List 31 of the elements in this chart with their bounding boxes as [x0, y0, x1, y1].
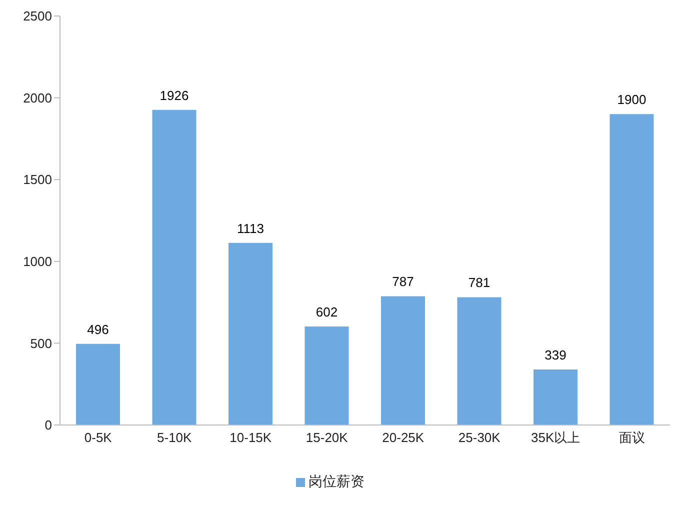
legend-label: 岗位薪资 [308, 473, 364, 489]
bar [152, 110, 196, 425]
bar [228, 242, 272, 425]
data-label: 787 [392, 274, 414, 290]
x-tick-label: 5-10K [157, 430, 192, 446]
x-tick-label: 面议 [618, 430, 645, 446]
y-tick-label: 0 [44, 418, 52, 433]
data-label: 339 [544, 348, 566, 363]
bar [381, 296, 425, 425]
data-label: 602 [316, 304, 338, 320]
bar [610, 114, 654, 425]
bar [304, 326, 349, 425]
x-tick-label: 25-30K [458, 430, 501, 446]
bar [534, 370, 578, 425]
data-label: 1926 [160, 88, 189, 103]
x-tick-label: 35K以上 [531, 430, 580, 446]
x-tick-label: 15-20K [306, 430, 348, 446]
y-tick-label: 2500 [23, 8, 52, 24]
bar [457, 297, 502, 425]
y-tick-label: 2000 [23, 90, 52, 106]
x-tick-label: 0-5K [84, 430, 112, 446]
data-label: 1900 [617, 92, 646, 108]
y-tick-label: 1500 [23, 172, 52, 188]
bar [76, 344, 120, 425]
y-tick-label: 1000 [23, 254, 52, 270]
x-tick-label: 20-25K [382, 430, 424, 446]
data-label: 781 [468, 275, 490, 290]
y-tick-label: 500 [30, 336, 52, 351]
data-label: 1113 [237, 220, 264, 236]
data-label: 496 [87, 322, 109, 337]
x-tick-label: 10-15K [230, 430, 272, 446]
